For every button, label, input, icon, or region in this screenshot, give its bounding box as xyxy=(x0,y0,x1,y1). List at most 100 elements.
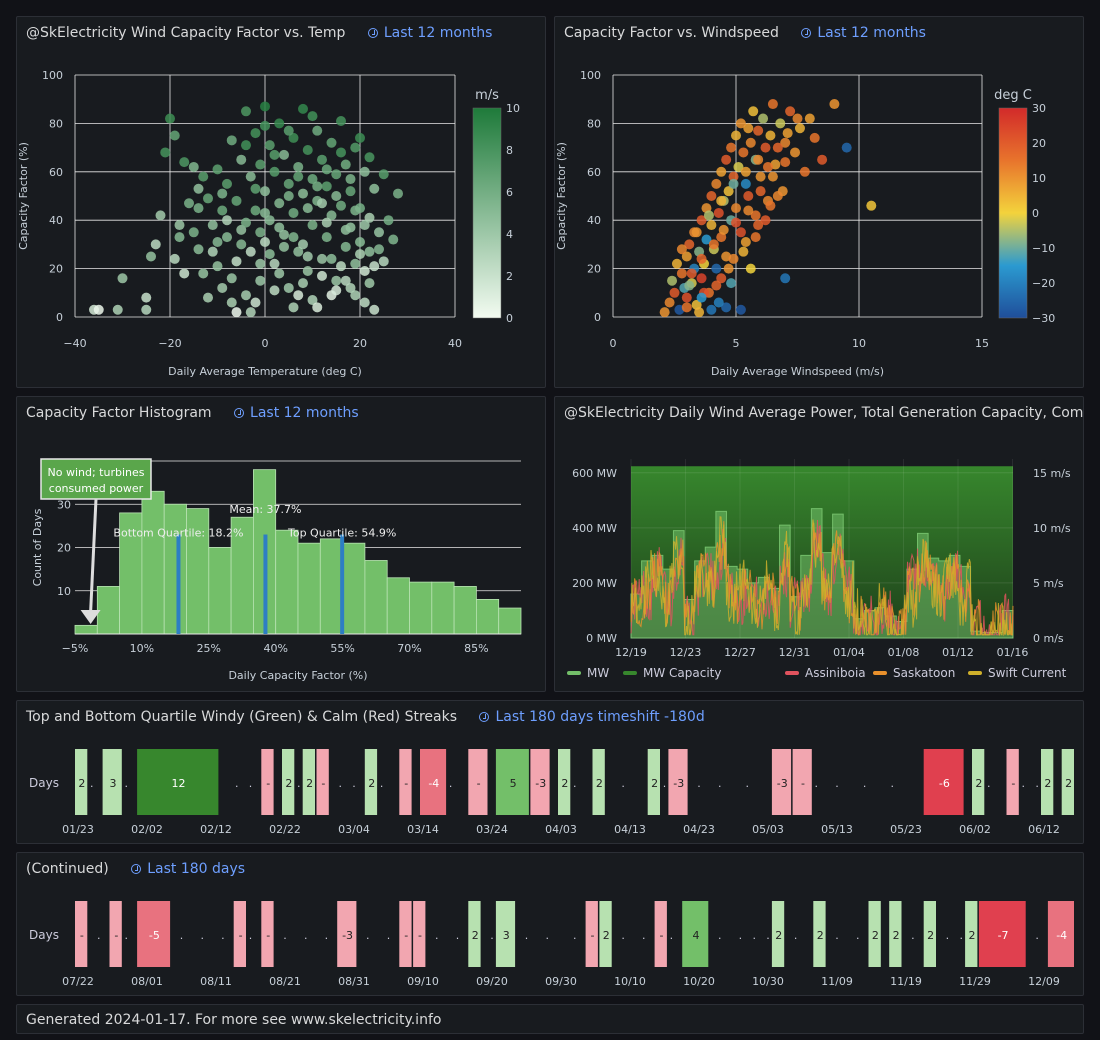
scatter-point xyxy=(728,178,739,189)
colorbar-tick-label: 0 xyxy=(506,312,513,325)
scatter-point xyxy=(321,217,332,228)
x-tick-label: 12/23 xyxy=(670,646,702,659)
x-tick-label: 70% xyxy=(397,642,421,655)
scatter-point xyxy=(331,275,342,286)
time-range-link[interactable]: Last 12 months xyxy=(367,25,492,41)
y-tick-label: 80 xyxy=(587,117,601,130)
scatter-point xyxy=(745,263,756,274)
panel-title[interactable]: @SkElectricity Wind Capacity Factor vs. … xyxy=(26,25,346,41)
date-label: 11/19 xyxy=(890,975,922,988)
scatter-point xyxy=(767,99,778,110)
scatter-point xyxy=(298,239,308,250)
streak-value: -7 xyxy=(998,929,1009,942)
scatter-point xyxy=(671,258,682,269)
scatter-point xyxy=(780,273,791,284)
panel-title[interactable]: Capacity Factor vs. Windspeed xyxy=(564,25,779,41)
time-range-link[interactable]: Last 12 months xyxy=(801,25,926,41)
panel-title[interactable]: Top and Bottom Quartile Windy (Green) & … xyxy=(26,709,458,725)
power-timeseries-chart: 0 MW 200 MW 400 MW 600 MW 0 m/s 5 m/s 10 m/s 15… xyxy=(567,459,1071,680)
scatter-point xyxy=(260,236,270,247)
histogram-bar xyxy=(275,529,299,635)
legend-item[interactable]: MW Capacity xyxy=(623,666,721,680)
scatter-point xyxy=(713,207,724,218)
time-range-link[interactable]: Last 12 months xyxy=(234,405,359,421)
scatter-point xyxy=(669,287,680,298)
scatter-point xyxy=(760,142,771,153)
annotation-box xyxy=(40,458,152,500)
streak-value: 2 xyxy=(872,929,879,942)
panel-capacity-vs-windspeed: Capacity Factor vs. Windspeed Last 12 mo… xyxy=(554,16,1084,388)
y-axis-label: Count of Days xyxy=(31,508,44,586)
panel-title[interactable]: (Continued) xyxy=(26,861,109,877)
scatter-point xyxy=(369,304,380,315)
panel-title[interactable]: Capacity Factor Histogram xyxy=(26,405,212,421)
scatter-point xyxy=(298,103,308,114)
scatter-point xyxy=(711,263,722,274)
scatter-point xyxy=(758,113,769,124)
scatter-point xyxy=(765,130,776,141)
x-tick-label: 85% xyxy=(464,642,488,655)
scatter-point xyxy=(772,191,783,201)
legend-item[interactable]: MW xyxy=(567,666,609,680)
annotation-arrowhead xyxy=(80,610,101,624)
streak-block xyxy=(771,749,792,815)
streak-block xyxy=(868,901,881,967)
scatter-point xyxy=(691,227,702,238)
x-tick-label: 55% xyxy=(330,642,354,655)
streak-value: - xyxy=(801,777,805,790)
scatter-point xyxy=(255,275,266,286)
scatter-point xyxy=(755,186,766,197)
legend-item[interactable]: Swift Current xyxy=(968,666,1067,680)
scatter-point xyxy=(723,263,734,274)
panel-title[interactable]: @SkElectricity Daily Wind Average Power,… xyxy=(564,405,1084,421)
date-label: 08/01 xyxy=(131,975,163,988)
scatter-point xyxy=(293,171,304,182)
streak-block xyxy=(654,901,667,967)
x-axis-label: Daily Average Temperature (deg C) xyxy=(168,365,362,378)
scatter-point xyxy=(706,191,717,201)
scatter-point xyxy=(312,125,323,136)
scatter-point xyxy=(731,203,741,214)
histogram-bar xyxy=(409,581,433,635)
streak-gap-dot: . xyxy=(325,929,329,942)
scatter-point xyxy=(217,282,228,293)
scatter-point xyxy=(711,178,722,189)
colorbar-tick-label: 4 xyxy=(506,228,513,241)
streak-value: 12 xyxy=(172,777,186,790)
scatter-point xyxy=(245,307,256,318)
x-tick-label: 10 xyxy=(852,337,866,350)
date-label: 08/21 xyxy=(269,975,301,988)
scatter-point xyxy=(355,236,365,247)
scatter-point xyxy=(708,239,719,250)
scatter-point xyxy=(378,256,389,267)
streak-block xyxy=(495,749,529,815)
clock-icon xyxy=(367,28,378,38)
streak-gap-dot: . xyxy=(663,777,667,790)
streak-gap-dot: . xyxy=(642,929,646,942)
x-tick-label: 5 xyxy=(733,337,740,350)
scatter-point xyxy=(236,224,247,235)
scatter-point xyxy=(782,128,793,139)
legend-item[interactable]: Assiniboia xyxy=(785,666,866,680)
y-tick-label: 30 xyxy=(57,498,71,511)
streak-gap-dot: . xyxy=(283,929,287,942)
time-range-link[interactable]: Last 180 days timeshift -180d xyxy=(479,709,705,725)
streak-value: 3 xyxy=(503,929,510,942)
legend-item[interactable]: Saskatoon xyxy=(873,666,955,680)
time-range-link[interactable]: Last 180 days xyxy=(131,861,245,877)
streak-block xyxy=(337,901,357,967)
scatter-point xyxy=(302,145,313,156)
scatter-point xyxy=(241,106,251,117)
streak-value: -3 xyxy=(535,777,546,790)
x-tick-label: 01/12 xyxy=(942,646,974,659)
scatter-point xyxy=(374,227,384,238)
streak-gap-dot: . xyxy=(911,929,915,942)
scatter-point xyxy=(750,210,761,221)
scatter-point xyxy=(279,229,289,240)
y-tick-label: 60 xyxy=(49,166,63,179)
y2-tick-label: 15 m/s xyxy=(1033,467,1071,480)
streak-gap-dot: . xyxy=(959,929,963,942)
streak-value: -5 xyxy=(149,929,160,942)
scatter-point xyxy=(188,161,199,172)
